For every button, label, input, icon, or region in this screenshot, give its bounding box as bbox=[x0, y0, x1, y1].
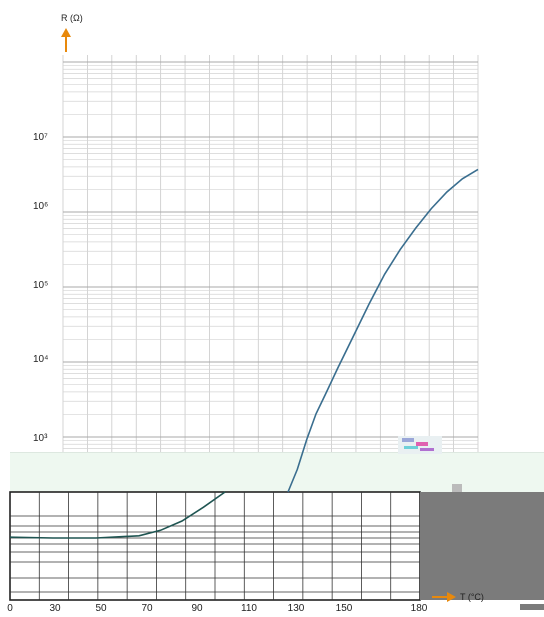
y-axis-arrow-icon bbox=[61, 28, 71, 52]
x-tick-label: 130 bbox=[288, 603, 305, 614]
y-tick-labels: 10⁷ 10⁶ 10⁵ 10⁴ 10³ bbox=[33, 132, 48, 444]
y-axis-label: R (Ω) bbox=[61, 13, 83, 23]
x-tick-label: 50 bbox=[95, 603, 107, 614]
side-panel bbox=[520, 604, 544, 610]
y-tick-label: 10⁴ bbox=[33, 354, 48, 365]
series-line-upper bbox=[287, 168, 479, 493]
y-tick-label: 10⁵ bbox=[33, 280, 48, 291]
x-tick-labels: 0 30 50 70 90 110 130 150 180 bbox=[7, 603, 428, 614]
x-axis-arrow-icon bbox=[432, 592, 456, 602]
x-tick-label: 90 bbox=[191, 603, 203, 614]
y-tick-label: 10⁶ bbox=[33, 201, 48, 212]
y-tick-label: 10⁷ bbox=[33, 132, 48, 143]
side-panel bbox=[420, 492, 544, 600]
series-line-lower bbox=[9, 491, 226, 539]
x-axis-label: T (°C) bbox=[460, 592, 484, 602]
x-tick-label: 0 bbox=[7, 603, 13, 614]
x-tick-label: 70 bbox=[141, 603, 153, 614]
render-artifact-band bbox=[10, 436, 544, 500]
y-tick-label: 10³ bbox=[33, 433, 48, 444]
x-tick-label: 110 bbox=[241, 603, 257, 614]
lower-grid bbox=[9, 491, 421, 601]
x-tick-label: 180 bbox=[411, 603, 428, 614]
x-tick-label: 150 bbox=[336, 603, 353, 614]
upper-grid bbox=[62, 55, 479, 492]
x-tick-label: 30 bbox=[49, 603, 61, 614]
